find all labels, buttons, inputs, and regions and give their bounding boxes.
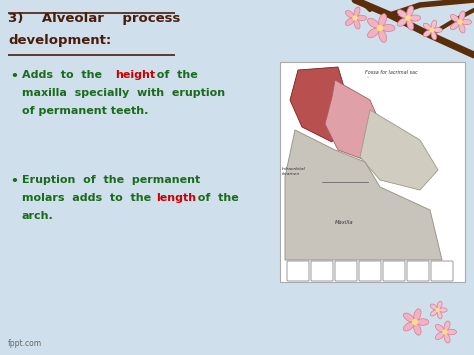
Ellipse shape	[430, 310, 438, 316]
Ellipse shape	[403, 313, 414, 322]
Ellipse shape	[437, 311, 442, 319]
Polygon shape	[325, 80, 385, 160]
Ellipse shape	[462, 19, 472, 25]
Circle shape	[377, 26, 383, 31]
Circle shape	[406, 16, 410, 20]
Ellipse shape	[433, 28, 442, 32]
Ellipse shape	[414, 324, 421, 335]
Text: Fossa for lacrimal sac: Fossa for lacrimal sac	[365, 70, 418, 75]
Ellipse shape	[346, 11, 354, 18]
Ellipse shape	[431, 20, 437, 29]
Ellipse shape	[447, 329, 456, 335]
Ellipse shape	[397, 18, 407, 26]
FancyBboxPatch shape	[359, 261, 381, 281]
Ellipse shape	[450, 22, 459, 29]
Polygon shape	[285, 130, 442, 260]
Ellipse shape	[407, 6, 413, 17]
Polygon shape	[360, 110, 438, 190]
Ellipse shape	[382, 24, 395, 32]
Ellipse shape	[444, 333, 450, 343]
Circle shape	[353, 16, 357, 20]
Text: development:: development:	[8, 34, 111, 47]
Ellipse shape	[423, 30, 431, 37]
Ellipse shape	[379, 30, 387, 42]
Ellipse shape	[439, 308, 447, 312]
Ellipse shape	[410, 15, 420, 21]
Ellipse shape	[346, 18, 354, 26]
Text: of permanent teeth.: of permanent teeth.	[22, 106, 148, 116]
FancyBboxPatch shape	[335, 261, 357, 281]
Ellipse shape	[436, 332, 444, 339]
Ellipse shape	[436, 324, 444, 332]
FancyBboxPatch shape	[431, 261, 453, 281]
FancyBboxPatch shape	[311, 261, 333, 281]
Text: Infraorbital
foramen: Infraorbital foramen	[282, 167, 306, 176]
Text: 3)    Alveolar    process: 3) Alveolar process	[8, 12, 181, 25]
Bar	[280, 62, 465, 282]
Text: fppt.com: fppt.com	[8, 339, 42, 348]
Circle shape	[437, 308, 439, 312]
Text: arch.: arch.	[22, 211, 54, 221]
Text: •: •	[10, 175, 18, 188]
Ellipse shape	[407, 20, 413, 30]
Ellipse shape	[379, 14, 387, 26]
Polygon shape	[290, 67, 348, 142]
Ellipse shape	[430, 304, 438, 310]
Ellipse shape	[367, 28, 379, 38]
Ellipse shape	[397, 10, 407, 18]
Ellipse shape	[354, 7, 360, 17]
Circle shape	[430, 28, 434, 32]
Ellipse shape	[354, 20, 360, 29]
Ellipse shape	[414, 309, 421, 320]
Ellipse shape	[450, 15, 459, 22]
Ellipse shape	[459, 11, 465, 21]
Circle shape	[412, 320, 418, 324]
Text: Eruption  of  the  permanent: Eruption of the permanent	[22, 175, 200, 185]
Text: Adds  to  the: Adds to the	[22, 70, 106, 80]
Text: •: •	[10, 70, 18, 83]
FancyBboxPatch shape	[407, 261, 429, 281]
Ellipse shape	[423, 23, 431, 30]
FancyBboxPatch shape	[287, 261, 309, 281]
Text: of  the: of the	[190, 193, 239, 203]
FancyBboxPatch shape	[383, 261, 405, 281]
Text: of  the: of the	[149, 70, 198, 80]
Text: Maxilla: Maxilla	[335, 220, 354, 225]
Circle shape	[443, 330, 447, 334]
Circle shape	[458, 20, 462, 24]
Ellipse shape	[403, 322, 414, 331]
Text: maxilla  specially  with  eruption: maxilla specially with eruption	[22, 88, 225, 98]
Ellipse shape	[459, 23, 465, 33]
Ellipse shape	[444, 321, 450, 331]
Ellipse shape	[367, 18, 379, 28]
Text: length: length	[156, 193, 196, 203]
Text: molars  adds  to  the: molars adds to the	[22, 193, 159, 203]
Ellipse shape	[417, 319, 429, 325]
Ellipse shape	[356, 15, 366, 21]
Ellipse shape	[437, 301, 442, 309]
Text: height: height	[115, 70, 155, 80]
Ellipse shape	[431, 31, 437, 40]
